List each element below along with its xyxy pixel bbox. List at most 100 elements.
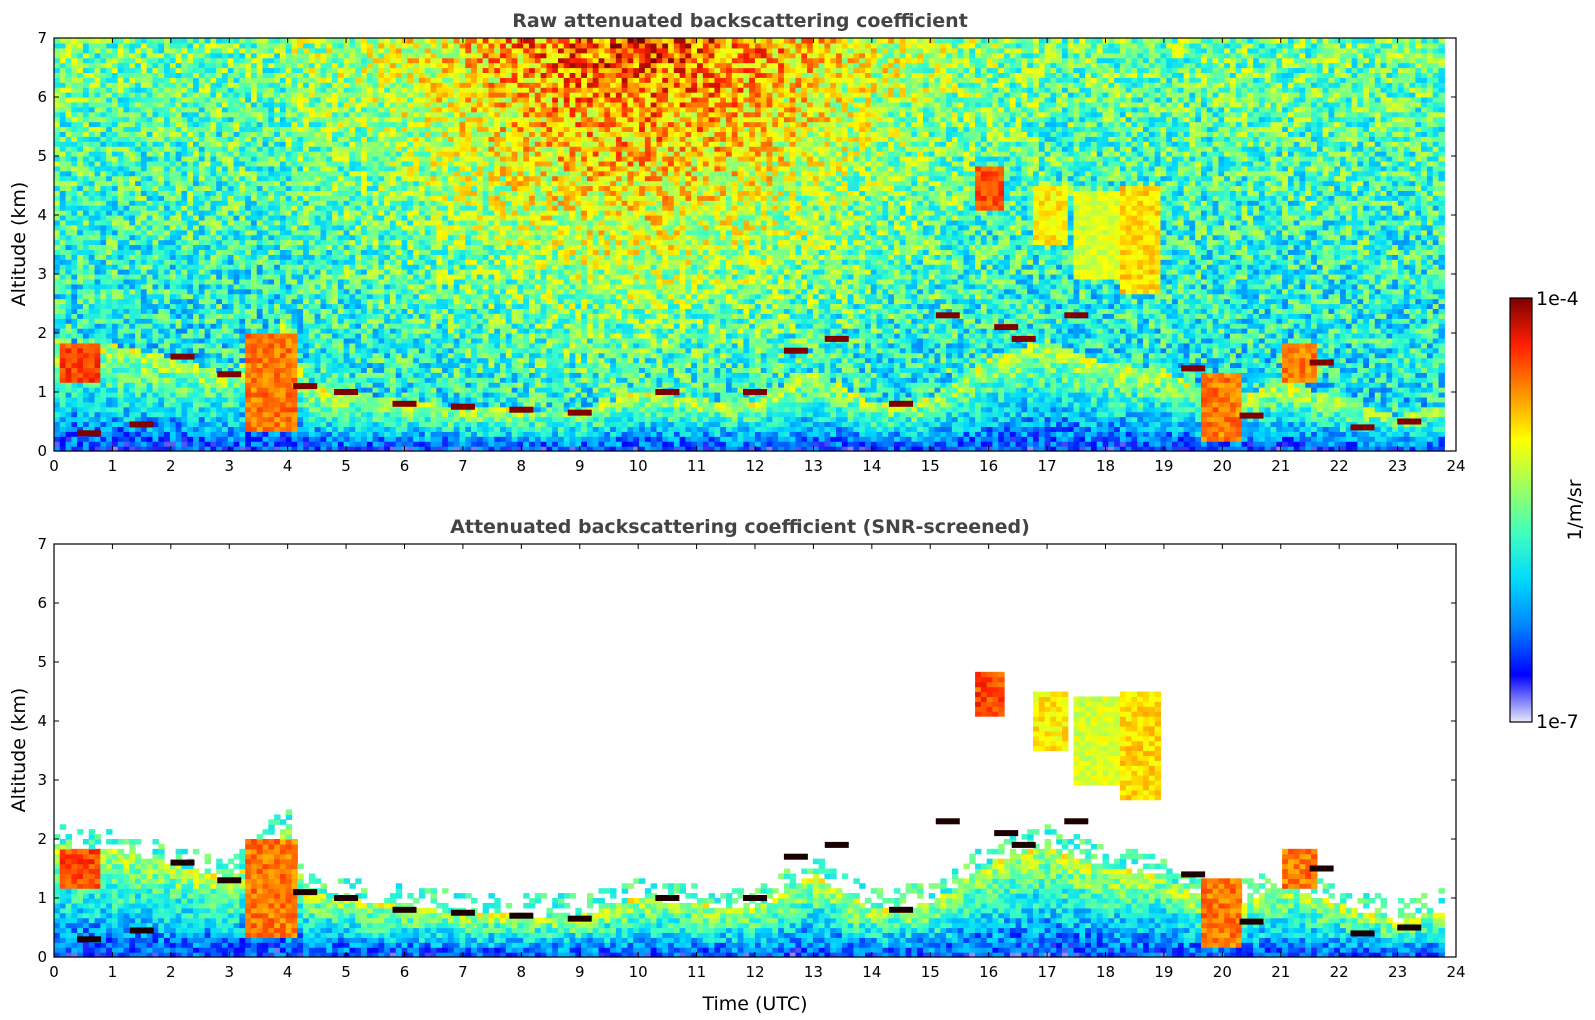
heatmap-cell	[158, 219, 165, 226]
heatmap-cell	[361, 367, 368, 373]
heatmap-cell	[135, 165, 142, 172]
heatmap-cell	[279, 229, 287, 236]
heatmap-cell	[140, 298, 148, 305]
heatmap-cell	[389, 111, 397, 118]
heatmap-cell	[366, 308, 374, 314]
heatmap-cell	[366, 42, 374, 49]
heatmap-cell	[384, 42, 391, 49]
heatmap-cell	[222, 357, 229, 364]
heatmap-cell	[88, 215, 96, 221]
heatmap-cell	[361, 101, 368, 108]
heatmap-cell	[297, 165, 304, 172]
heatmap-cell	[245, 219, 252, 226]
heatmap-cell	[372, 318, 379, 324]
heatmap-cell	[77, 224, 84, 231]
heatmap-cell	[303, 72, 310, 78]
heatmap-cell	[239, 146, 246, 152]
heatmap-cell	[88, 249, 96, 255]
heatmap-cell	[140, 352, 148, 359]
heatmap-cell	[297, 126, 304, 133]
heatmap-cell	[297, 278, 304, 285]
heatmap-cell	[343, 406, 351, 413]
heatmap-cell	[106, 342, 113, 349]
heatmap-cell	[152, 367, 159, 373]
heatmap-cell	[152, 323, 159, 329]
heatmap-cell	[291, 249, 298, 255]
heatmap-cell	[146, 97, 154, 103]
heatmap-cell	[117, 156, 125, 162]
heatmap-cell	[164, 421, 171, 428]
heatmap-cell	[94, 234, 101, 241]
heatmap-cell	[239, 67, 246, 74]
heatmap-cell	[268, 215, 275, 221]
heatmap-cell	[123, 57, 130, 64]
heatmap-cell	[285, 342, 293, 349]
heatmap-cell	[164, 239, 171, 246]
heatmap-cell	[239, 92, 246, 98]
heatmap-cell	[314, 38, 322, 44]
heatmap-cell	[100, 259, 107, 265]
heatmap-cell	[395, 411, 403, 418]
heatmap-cell	[366, 278, 374, 285]
heatmap-cell	[303, 136, 310, 142]
heatmap-cell	[65, 170, 72, 177]
heatmap-cell	[140, 229, 148, 236]
heatmap-cell	[65, 337, 72, 344]
heatmap-cell	[326, 160, 333, 167]
heatmap-cell	[59, 97, 67, 103]
heatmap-cell	[227, 328, 235, 334]
heatmap-cell	[355, 146, 362, 152]
heatmap-cell	[233, 62, 240, 69]
heatmap-cell	[291, 57, 298, 64]
heatmap-cell	[389, 219, 397, 226]
heatmap-cell	[239, 111, 246, 118]
heatmap-cell	[372, 131, 379, 137]
heatmap-cell	[372, 259, 379, 265]
heatmap-cell	[65, 175, 72, 182]
heatmap-cell	[140, 401, 148, 408]
heatmap-cell	[117, 411, 125, 418]
heatmap-cell	[291, 106, 298, 113]
heatmap-cell	[332, 175, 339, 182]
heatmap-cell	[366, 106, 374, 113]
heatmap-cell	[117, 38, 125, 44]
heatmap-cell	[326, 288, 333, 295]
heatmap-cell	[169, 180, 177, 187]
heatmap-cell	[227, 406, 235, 413]
heatmap-cell	[384, 121, 391, 128]
heatmap-cell	[274, 352, 281, 359]
heatmap-cell	[65, 116, 72, 123]
heatmap-cell	[71, 106, 78, 113]
heatmap-cell	[117, 92, 125, 98]
heatmap-cell	[82, 175, 90, 182]
heatmap-cell	[82, 215, 90, 221]
heatmap-cell	[71, 387, 78, 393]
heatmap-cell	[303, 308, 310, 314]
heatmap-cell	[256, 269, 264, 275]
heatmap-cell	[129, 416, 136, 423]
heatmap-cell	[227, 278, 235, 285]
heatmap-cell	[193, 195, 200, 201]
heatmap-cell	[332, 82, 339, 88]
heatmap-cell	[158, 274, 165, 280]
heatmap-cell	[77, 396, 84, 403]
heatmap-cell	[320, 446, 327, 452]
heatmap-cell	[152, 62, 159, 69]
heatmap-cell	[372, 264, 379, 270]
heatmap-cell	[187, 180, 194, 187]
heatmap-cell	[349, 347, 356, 354]
heatmap-cell	[187, 224, 194, 231]
heatmap-cell	[291, 387, 298, 393]
heatmap-cell	[164, 67, 171, 74]
heatmap-cell	[187, 116, 194, 123]
heatmap-cell	[285, 38, 293, 44]
heatmap-cell	[378, 141, 385, 147]
heatmap-cell	[355, 269, 362, 275]
heatmap-cell	[164, 97, 171, 103]
heatmap-cell	[198, 215, 206, 221]
heatmap-cell	[146, 185, 154, 192]
heatmap-cell	[198, 362, 206, 369]
heatmap-cell	[274, 141, 281, 147]
heatmap-cell	[82, 392, 90, 398]
heatmap-cell	[135, 244, 142, 251]
